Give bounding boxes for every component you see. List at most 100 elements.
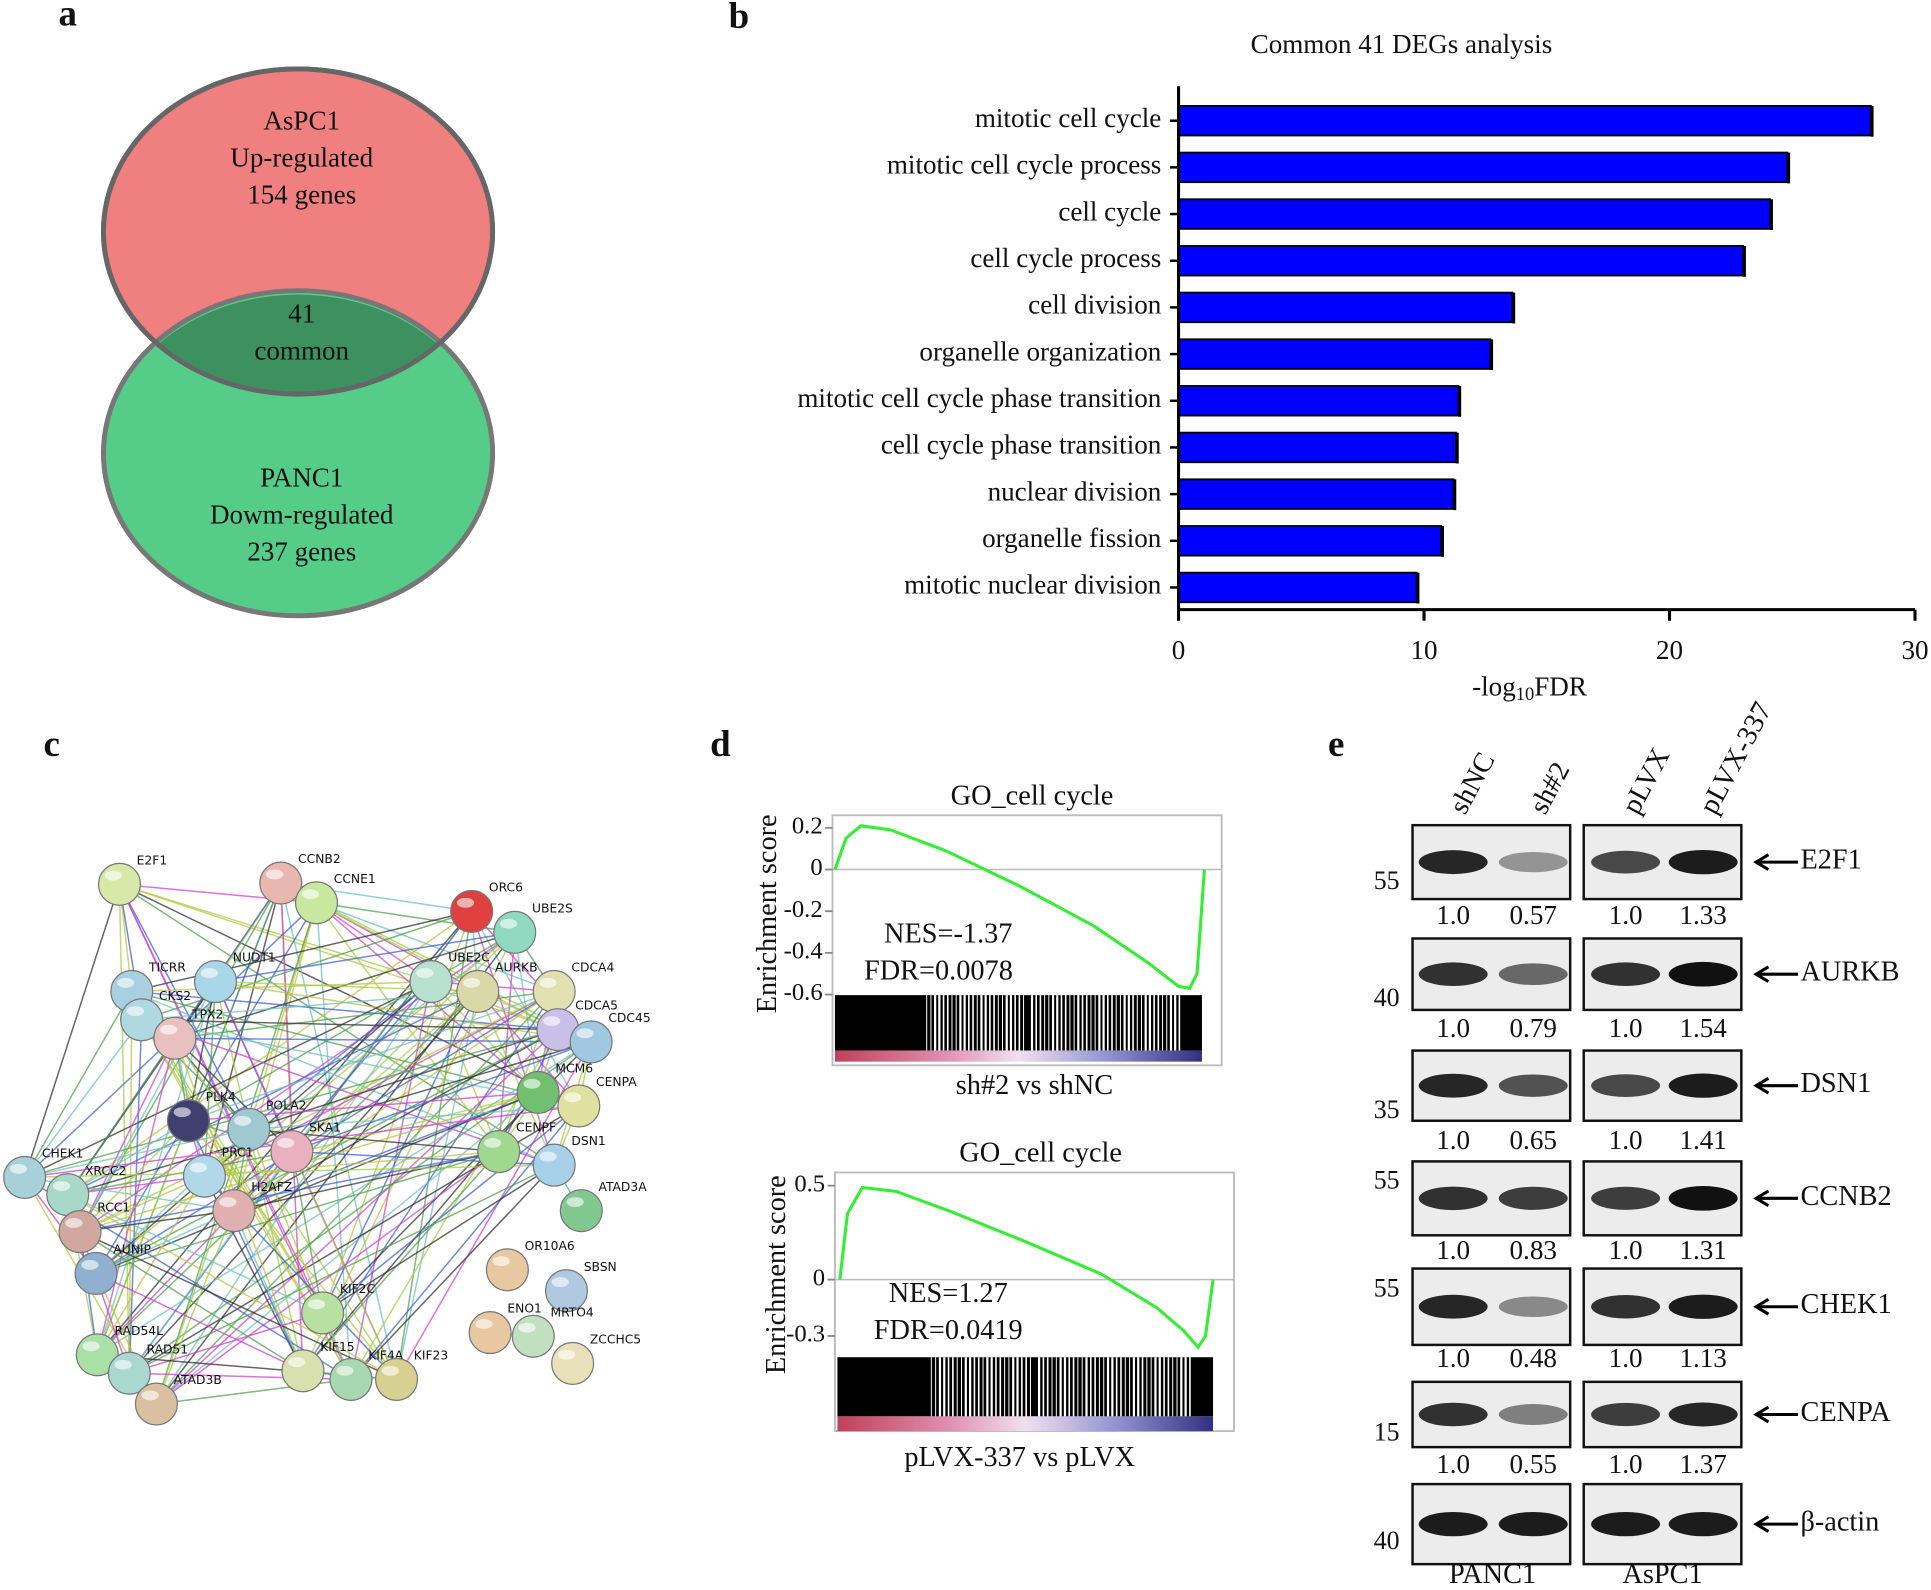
band: [1668, 961, 1738, 987]
panel-label: d: [710, 723, 731, 764]
arrow: [1753, 853, 1798, 871]
network-edge: [188, 990, 555, 1122]
network-edge: [95, 1091, 539, 1275]
arrow: [1753, 1298, 1798, 1316]
network-edge: [322, 1105, 580, 1314]
network-edge: [155, 1129, 250, 1405]
network-edge: [131, 980, 432, 993]
node-label: KIF15: [320, 1340, 354, 1354]
node-label: DSN1: [571, 1134, 605, 1148]
node-label: OR10A6: [525, 1239, 575, 1253]
network-edge: [302, 1151, 500, 1372]
network-node: [456, 969, 500, 1013]
bar: [1177, 151, 1789, 184]
x-tick-label: 0: [1172, 635, 1186, 665]
network-edge: [141, 1019, 579, 1107]
node-label: UBE2C: [448, 951, 490, 965]
node-label: UBE2S: [532, 901, 573, 915]
node-label: CHEK1: [42, 1147, 83, 1161]
node-highlight: [114, 1359, 132, 1370]
node-label: CDCA4: [571, 961, 614, 975]
y-tick-label: -0.4: [784, 938, 823, 965]
band: [1498, 1296, 1568, 1318]
network-edge: [498, 932, 516, 1152]
protein-label: β-actin: [1800, 1507, 1879, 1538]
node-label: NUDT1: [233, 951, 276, 965]
network-node: [532, 1143, 576, 1187]
annotation: FDR=0.0078: [864, 955, 1013, 986]
band: [1591, 1511, 1661, 1537]
x-tick-label: 10: [1410, 635, 1437, 665]
quantification: 0.57: [1510, 900, 1557, 930]
network-edge: [24, 1128, 249, 1179]
network-edge: [248, 1105, 579, 1131]
network-edge: [67, 1193, 323, 1314]
network-edge: [79, 1037, 176, 1232]
bar: [1177, 291, 1514, 324]
network-edge: [470, 911, 555, 1166]
band: [1668, 1402, 1738, 1427]
node-highlight: [566, 1197, 584, 1207]
node-highlight: [543, 1016, 561, 1026]
y-tick-label: -0.2: [784, 896, 823, 923]
band: [1418, 1294, 1488, 1319]
venn-label: Dowm-regulated: [210, 499, 394, 529]
network-edge: [233, 1210, 304, 1372]
venn-label: Up-regulated: [230, 142, 373, 172]
rank-bar: [837, 1416, 1214, 1432]
node-label: ZCCHC5: [590, 1332, 641, 1346]
band: [1498, 1186, 1568, 1210]
band: [1418, 962, 1488, 986]
bar: [1177, 431, 1457, 464]
node-highlight: [416, 968, 434, 978]
x-axis-label: -log10FDR: [1472, 672, 1588, 704]
network-edge: [430, 981, 500, 1152]
network-node: [227, 1107, 271, 1151]
arrow: [1753, 1515, 1798, 1533]
network-node: [259, 861, 303, 905]
node-label: CDCA5: [575, 999, 618, 1013]
venn-label: AsPC1: [263, 105, 340, 135]
venn-label: 41: [288, 299, 315, 329]
panel-label: e: [1328, 723, 1344, 764]
y-tick-label: cell cycle phase transition: [881, 430, 1162, 460]
network-node: [281, 1349, 325, 1393]
node-label: PLK4: [206, 1090, 236, 1104]
rank-bar: [834, 1050, 1202, 1062]
network-edge: [430, 981, 539, 1093]
network-node: [166, 1099, 210, 1143]
y-tick-label: -0.3: [786, 1321, 825, 1348]
network-node: [551, 1341, 595, 1385]
quantification: 1.0: [1609, 1235, 1643, 1265]
node-label: ATAD3A: [599, 1180, 648, 1194]
quantification: 0.55: [1510, 1449, 1557, 1479]
quantification: 0.48: [1510, 1343, 1557, 1373]
network-node: [485, 1248, 529, 1292]
annotation: NES=1.27: [889, 1278, 1008, 1309]
node-label: CENPA: [596, 1075, 637, 1089]
band: [1591, 850, 1661, 874]
band: [1591, 1294, 1661, 1319]
node-highlight: [301, 889, 319, 900]
panel-label: b: [729, 0, 750, 36]
network-edge: [95, 1028, 559, 1275]
y-tick-label: mitotic cell cycle process: [887, 150, 1161, 180]
node-label: H2AFZ: [251, 1180, 292, 1194]
mw-marker: 35: [1374, 1095, 1400, 1124]
cell-line-label: PANC1: [1449, 1559, 1536, 1590]
x-axis-label-part: 10: [1516, 684, 1534, 704]
network-node: [329, 1357, 373, 1401]
band: [1418, 1186, 1488, 1211]
network-node: [374, 1357, 419, 1401]
node-highlight: [463, 977, 481, 988]
node-highlight: [518, 1322, 536, 1333]
network-node: [3, 1155, 47, 1199]
node-highlight: [551, 1277, 569, 1288]
node-highlight: [523, 1078, 541, 1089]
quantification: 1.33: [1679, 900, 1726, 930]
quantification: 1.0: [1436, 1235, 1470, 1265]
network-edge: [129, 1312, 323, 1374]
quantification: 0.83: [1510, 1235, 1557, 1265]
